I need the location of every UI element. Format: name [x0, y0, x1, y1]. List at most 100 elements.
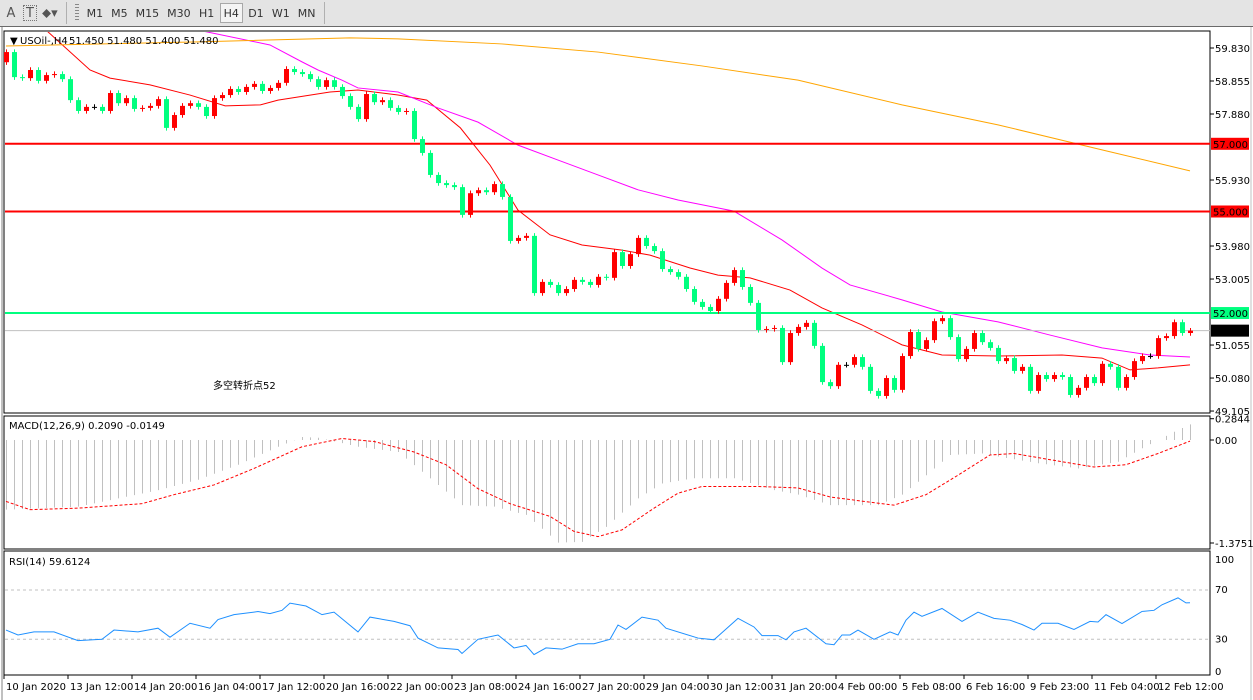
price-chart[interactable]: 59.830 58.855 57.880 55.930 53.980 53.005 51.0… [0, 27, 1253, 700]
candle [676, 269, 681, 280]
candle [484, 187, 489, 195]
candle-body [1084, 377, 1089, 388]
candle-body [84, 106, 89, 111]
candle-body [788, 333, 793, 363]
timeframe-m5-button[interactable]: M5 [111, 6, 128, 20]
date-axis-label: 16 Jan 04:00 [198, 682, 261, 693]
candle-body [532, 235, 537, 294]
date-axis-label: 30 Jan 12:00 [710, 682, 773, 693]
candle [204, 104, 209, 119]
candle [404, 108, 409, 115]
text-tool-button[interactable]: A [6, 5, 16, 21]
candle-body [1148, 356, 1153, 358]
candle-body [228, 88, 233, 96]
candle-body [220, 95, 225, 99]
timeframe-mn-button[interactable]: MN [297, 6, 316, 20]
toolbar-divider [65, 2, 67, 24]
candle [276, 80, 281, 91]
candle-body [980, 333, 985, 343]
candle [500, 181, 505, 200]
candle [356, 104, 361, 122]
candle [508, 194, 513, 244]
candle-body [1020, 366, 1025, 371]
candle-body [1116, 366, 1121, 388]
candle [1084, 374, 1089, 391]
candle [932, 318, 937, 343]
candle-body [36, 70, 41, 81]
candle [156, 96, 161, 109]
rsi-panel [3, 550, 1211, 676]
candle-body [924, 340, 929, 349]
timeframe-h1-button[interactable]: H1 [199, 6, 215, 20]
candle [20, 74, 25, 81]
candle-body [324, 80, 329, 87]
candle [1028, 364, 1033, 394]
candle-body [492, 184, 497, 193]
candle [452, 182, 457, 190]
candle [604, 274, 609, 281]
moving-average-ma-slow [5, 37, 1191, 172]
candle [292, 66, 297, 75]
candle [172, 112, 177, 131]
candle-body [12, 52, 17, 78]
candle [612, 249, 617, 281]
candle [420, 136, 425, 156]
candle [892, 375, 897, 393]
candle [36, 67, 41, 84]
level-price-label: 52.000 [1213, 309, 1248, 320]
candle [988, 339, 993, 351]
price-axis-label: 50.080 [1215, 374, 1250, 385]
candle [436, 172, 441, 186]
candle [300, 69, 305, 77]
candle-body [244, 86, 249, 93]
timeframe-d1-button[interactable]: D1 [248, 6, 264, 20]
candle-body [1052, 374, 1057, 380]
candle-body [156, 99, 161, 106]
candle-body [68, 79, 73, 101]
candle [868, 364, 873, 394]
candle-body [572, 279, 577, 290]
candle [724, 280, 729, 302]
toolbar-divider [323, 2, 325, 24]
rsi-title: RSI(14) 59.6124 [9, 557, 90, 568]
timeframe-w1-button[interactable]: W1 [271, 6, 290, 20]
candle [516, 235, 521, 244]
price-axis-label: 58.855 [1215, 77, 1250, 88]
candle [1100, 361, 1105, 386]
candle [996, 345, 1001, 364]
candle-body [28, 70, 33, 79]
text-label-tool-button[interactable]: T [23, 5, 37, 21]
timeframe-m15-button[interactable]: M15 [135, 6, 160, 20]
candle-body [524, 235, 529, 238]
date-axis-label: 17 Jan 12:00 [262, 682, 325, 693]
candle-body [684, 276, 689, 290]
candle [1164, 333, 1169, 341]
candle [1172, 319, 1177, 339]
macd-axis-label: 0.00 [1215, 436, 1237, 447]
candle [748, 284, 753, 306]
candle [972, 330, 977, 352]
candle-body [844, 364, 849, 366]
toolbar-grip[interactable] [74, 4, 79, 22]
timeframe-m1-button[interactable]: M1 [86, 6, 104, 20]
candle-body [132, 98, 137, 109]
candle [468, 190, 473, 218]
candle [1092, 374, 1097, 386]
candle-body [468, 193, 473, 215]
candle-body [356, 106, 361, 120]
arrows-tool-button[interactable]: ⬥▾ [42, 5, 58, 21]
candle-body [1044, 374, 1049, 380]
candle-body [948, 318, 953, 338]
candle [652, 243, 657, 254]
candle-body [1132, 361, 1137, 378]
candle-body [772, 327, 777, 329]
timeframe-h4-button[interactable]: H4 [219, 3, 243, 23]
date-axis-label: 20 Jan 16:00 [326, 682, 389, 693]
candle [388, 97, 393, 111]
candle-body [612, 252, 617, 278]
timeframe-m30-button[interactable]: M30 [167, 6, 191, 20]
chart-toolbar: A T ⬥▾ M1 M5 M15 M30 H1 H4 D1 W1 MN [0, 0, 1253, 27]
candle [476, 187, 481, 196]
candle [1012, 355, 1017, 374]
candle [820, 343, 825, 385]
